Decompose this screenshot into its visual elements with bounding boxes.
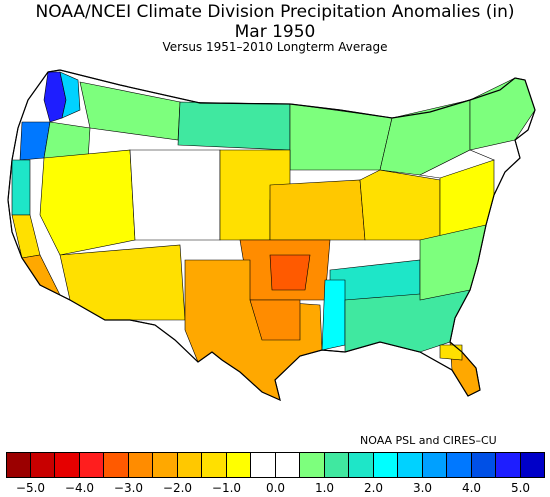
region-colorado-wyoming <box>129 149 221 241</box>
legend-swatch <box>447 452 472 478</box>
legend-swatch <box>30 452 55 478</box>
legend-tick-label: −5.0 <box>15 481 46 495</box>
legend-swatch <box>496 452 521 478</box>
legend-swatch <box>373 452 398 478</box>
credit-text: NOAA PSL and CIRES–CU <box>360 434 497 447</box>
map-title: NOAA/NCEI Climate Division Precipitation… <box>35 2 515 22</box>
legend-swatch <box>422 452 447 478</box>
legend-swatch <box>55 452 80 478</box>
legend-swatch <box>251 452 276 478</box>
legend-swatch <box>349 452 374 478</box>
legend-swatch <box>300 452 325 478</box>
legend-tick-label: −3.0 <box>113 481 144 495</box>
legend-tick-label: −2.0 <box>162 481 193 495</box>
legend-swatch <box>104 452 129 478</box>
legend-swatch <box>177 452 202 478</box>
region-missouri-kansas <box>269 179 366 241</box>
legend-tick-label: 2.0 <box>363 481 384 495</box>
region-east-texas <box>249 299 301 341</box>
us-precip-anomaly-map <box>7 69 536 402</box>
legend-swatch <box>226 452 251 478</box>
legend-tick-label: 3.0 <box>412 481 433 495</box>
region-northern-plains <box>177 101 291 151</box>
map-date: Mar 1950 <box>234 22 316 42</box>
legend-tick-label: 0.0 <box>265 481 286 495</box>
legend-swatch <box>128 452 153 478</box>
legend-swatch <box>202 452 227 478</box>
region-n-california-coast <box>11 159 31 216</box>
region-great-basin <box>39 149 136 256</box>
region-wa-inland <box>59 71 81 119</box>
legend-bar <box>6 452 545 478</box>
region-ozarks <box>269 254 311 291</box>
legend-swatch <box>79 452 104 478</box>
region-southwest <box>59 244 186 321</box>
legend-swatch <box>520 452 545 478</box>
legend-ticks: −5.0 −4.0 −3.0 −2.0 −1.0 0.0 1.0 2.0 3.0 4.0 5.0 <box>0 481 550 497</box>
legend-swatch <box>153 452 178 478</box>
legend-swatch <box>398 452 423 478</box>
us-border <box>7 69 536 402</box>
map-subtitle: Versus 1951–2010 Longterm Average <box>162 40 388 54</box>
legend-swatch <box>6 452 31 478</box>
legend-swatch <box>324 452 349 478</box>
legend-swatch <box>275 452 300 478</box>
legend-tick-label: 1.0 <box>314 481 335 495</box>
region-appalachia <box>419 149 495 179</box>
region-new-england <box>469 77 536 151</box>
legend-tick-label: −4.0 <box>64 481 95 495</box>
region-north-florida <box>439 344 463 361</box>
legend-swatch <box>471 452 496 478</box>
color-legend <box>6 452 546 478</box>
region-lower-mississippi <box>321 279 346 351</box>
region-ohio-valley <box>359 169 441 241</box>
region-upper-midwest <box>289 103 393 171</box>
legend-tick-label: 5.0 <box>510 481 531 495</box>
legend-tick-label: 4.0 <box>461 481 482 495</box>
legend-tick-label: −1.0 <box>211 481 242 495</box>
